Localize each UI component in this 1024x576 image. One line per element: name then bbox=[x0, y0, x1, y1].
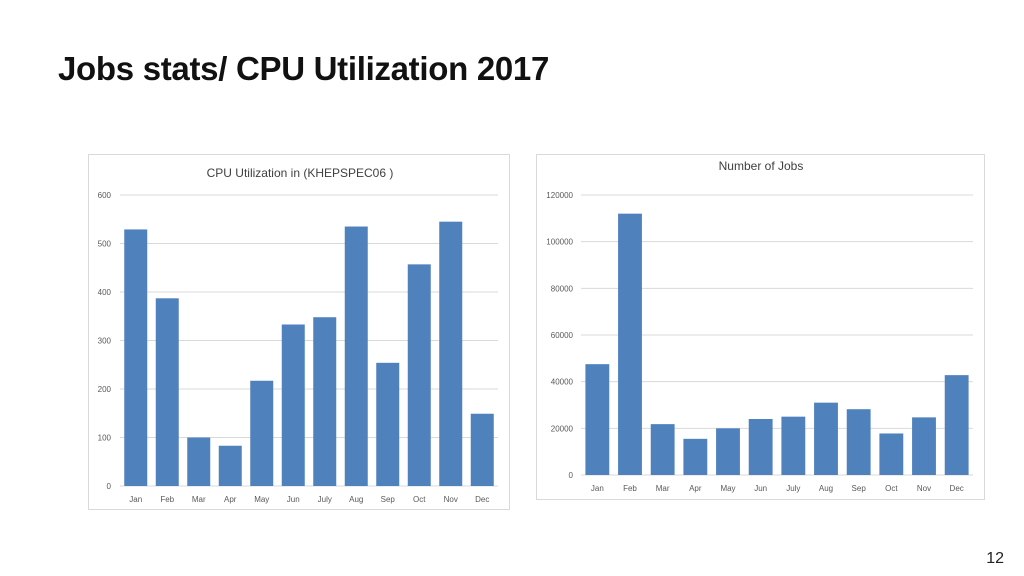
y-tick-label: 20000 bbox=[551, 424, 574, 433]
x-tick-label: Feb bbox=[160, 495, 174, 504]
y-tick-label: 60000 bbox=[551, 331, 574, 340]
x-tick-label: Jun bbox=[287, 495, 300, 504]
x-tick-label: Jan bbox=[129, 495, 142, 504]
bar-apr bbox=[218, 445, 242, 486]
bar-dec bbox=[470, 413, 494, 486]
bar-sep bbox=[376, 362, 400, 486]
bar-july bbox=[781, 416, 806, 475]
slide-title: Jobs stats/ CPU Utilization 2017 bbox=[58, 50, 550, 87]
bar-apr bbox=[683, 438, 708, 475]
y-tick-label: 300 bbox=[98, 337, 112, 346]
x-tick-label: Jun bbox=[754, 484, 767, 493]
x-tick-label: May bbox=[720, 484, 735, 493]
cpu-utilization-chart: CPU Utilization in (KHEPSPEC06 ) 0 100 200 3… bbox=[88, 154, 510, 510]
y-tick-label: 0 bbox=[569, 471, 574, 480]
bar-mar bbox=[650, 424, 675, 475]
y-tick-label: 400 bbox=[98, 288, 112, 297]
x-tick-label: Feb bbox=[623, 484, 637, 493]
cpu-utilization-chart-svg: CPU Utilization in (KHEPSPEC06 ) 0 100 200 3… bbox=[98, 166, 498, 504]
bar-sep bbox=[846, 409, 871, 475]
number-of-jobs-chart-svg: Number of Jobs 0 20000 40000 60000 80000 10000… bbox=[546, 159, 973, 493]
x-tick-label: Mar bbox=[656, 484, 670, 493]
y-tick-label: 200 bbox=[98, 385, 112, 394]
chart-title: Number of Jobs bbox=[719, 159, 804, 173]
x-tick-label: Oct bbox=[885, 484, 898, 493]
bar-jan bbox=[124, 229, 148, 486]
bar-nov bbox=[439, 221, 463, 487]
x-tick-label: Sep bbox=[381, 495, 396, 504]
x-tick-label: Jan bbox=[591, 484, 604, 493]
bar-july bbox=[313, 317, 337, 486]
bar-jun bbox=[281, 324, 305, 486]
bar-aug bbox=[344, 226, 368, 486]
x-tick-label: Apr bbox=[224, 495, 237, 504]
x-tick-label: Mar bbox=[192, 495, 206, 504]
x-tick-label: Apr bbox=[689, 484, 702, 493]
y-tick-label: 100 bbox=[98, 434, 112, 443]
x-tick-label: Dec bbox=[950, 484, 964, 493]
y-tick-label: 0 bbox=[107, 482, 112, 491]
x-tick-label: Oct bbox=[413, 495, 426, 504]
bar-jun bbox=[748, 419, 773, 475]
bar-dec bbox=[944, 375, 969, 475]
y-tick-label: 100000 bbox=[546, 238, 573, 247]
x-tick-label: Dec bbox=[475, 495, 489, 504]
x-tick-label: Sep bbox=[852, 484, 867, 493]
bar-jan bbox=[585, 364, 610, 475]
x-tick-label: Aug bbox=[819, 484, 833, 493]
bar-feb bbox=[618, 213, 642, 475]
number-of-jobs-chart: Number of Jobs 0 20000 40000 60000 80000 10000… bbox=[536, 154, 985, 500]
bar-feb bbox=[155, 298, 179, 486]
bar-oct bbox=[407, 264, 431, 486]
y-tick-label: 80000 bbox=[551, 284, 574, 293]
x-tick-label: Nov bbox=[444, 495, 458, 504]
bar-nov bbox=[912, 417, 936, 475]
x-tick-label: July bbox=[318, 495, 332, 504]
y-tick-label: 40000 bbox=[551, 378, 574, 387]
page-number: 12 bbox=[986, 550, 1004, 567]
y-tick-label: 120000 bbox=[546, 191, 573, 200]
x-tick-label: Aug bbox=[349, 495, 363, 504]
x-tick-label: July bbox=[786, 484, 800, 493]
x-tick-label: May bbox=[254, 495, 269, 504]
bar-may bbox=[250, 380, 274, 486]
y-tick-label: 600 bbox=[98, 191, 112, 200]
x-tick-label: Nov bbox=[917, 484, 931, 493]
bar-may bbox=[716, 428, 740, 475]
bar-mar bbox=[187, 437, 211, 486]
bar-oct bbox=[879, 433, 904, 475]
y-tick-label: 500 bbox=[98, 240, 112, 249]
chart-title: CPU Utilization in (KHEPSPEC06 ) bbox=[207, 166, 394, 180]
bar-aug bbox=[814, 402, 838, 475]
